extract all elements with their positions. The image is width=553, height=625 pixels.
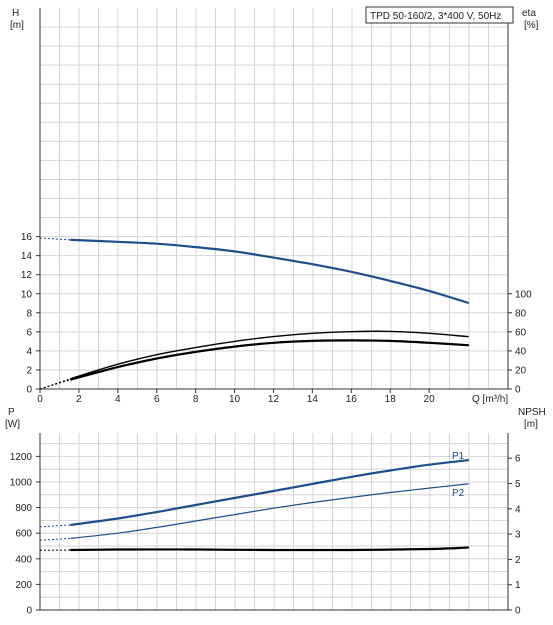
curve-eta-pump-extrapolated [39,379,72,390]
x-tick-label: 12 [268,394,280,405]
p-tick-label: 1200 [10,452,33,463]
p-tick-label: 800 [15,503,32,514]
x-tick-label: 10 [229,394,241,405]
chart-title: TPD 50-160/2, 3*400 V, 50Hz [370,11,501,22]
x-tick-label: 16 [346,394,358,405]
top-left-axis-label-1: H [12,8,19,19]
npsh-tick-label: 1 [515,580,521,591]
x-tick-label: 0 [37,394,43,405]
axes: 0 2 4 6 8 10 12 14 16 18 2002468101214160204060801… [10,8,532,617]
x-tick-label: 8 [193,394,199,405]
curve-H [70,238,470,304]
curve-H-extrapolated [39,237,72,241]
chart-title-frame [365,6,514,24]
h-tick-label: 6 [26,327,32,338]
series-label-p1: P1 [452,451,465,462]
h-tick-label: 8 [26,308,32,319]
x-tick-label: 2 [76,394,82,405]
npsh-tick-label: 0 [515,606,521,617]
npsh-tick-label: 6 [515,454,521,465]
curve-eta-pump [70,339,470,381]
eta-tick-label: 20 [515,365,527,376]
eta-tick-label: 60 [515,327,527,338]
h-tick-label: 14 [21,251,33,262]
curve-eta-total [70,330,469,380]
bottom-panel-grid [40,433,509,610]
h-tick-label: 10 [21,289,33,300]
npsh-tick-label: 4 [515,504,521,515]
bottom-right-axis-label-1: NPSH [518,407,546,418]
curve-NPSH [70,546,470,552]
top-right-axis-label-1: eta [522,8,536,19]
eta-tick-label: 40 [515,346,527,357]
labels: H [m] eta [%] P [W] NPSH [m] Q [m³/h] P1… [5,8,546,499]
top-panel-grid [40,8,509,389]
bottom-right-axis-label-2: [m] [524,419,538,430]
top-right-axis-label-2: [%] [524,20,539,31]
h-tick-label: 16 [21,232,33,243]
h-tick-label: 0 [26,385,32,396]
p-tick-label: 1000 [10,478,33,489]
curve-P1-extrapolated [39,524,72,528]
curve-P1 [70,459,470,526]
h-tick-label: 2 [26,365,32,376]
curve-P2-extrapolated [39,537,72,541]
p-tick-label: 0 [26,606,32,617]
bottom-left-axis-label-2: [W] [5,419,20,430]
h-tick-label: 12 [21,270,33,281]
curve-P2 [70,483,469,539]
npsh-tick-label: 2 [515,555,521,566]
p-tick-label: 400 [15,554,32,565]
chart-title-box: TPD 50-160/2, 3*400 V, 50Hz [365,6,514,24]
p-tick-label: 200 [15,580,32,591]
x-tick-label: 6 [154,394,160,405]
eta-tick-label: 80 [515,308,527,319]
x-tick-label: 18 [385,394,397,405]
x-tick-label: 20 [424,394,436,405]
npsh-tick-label: 5 [515,479,521,490]
bottom-left-axis-label-1: P [8,407,15,418]
npsh-tick-label: 3 [515,530,521,541]
x-axis-label: Q [m³/h] [472,394,508,405]
x-tick-label: 4 [115,394,121,405]
p-tick-label: 600 [15,529,32,540]
top-left-axis-label-2: [m] [10,20,24,31]
series-layer [39,237,470,552]
eta-tick-label: 100 [515,289,532,300]
h-tick-label: 4 [26,346,32,357]
series-label-p2: P2 [452,488,465,499]
eta-tick-label: 0 [515,385,521,396]
x-tick-label: 14 [307,394,319,405]
